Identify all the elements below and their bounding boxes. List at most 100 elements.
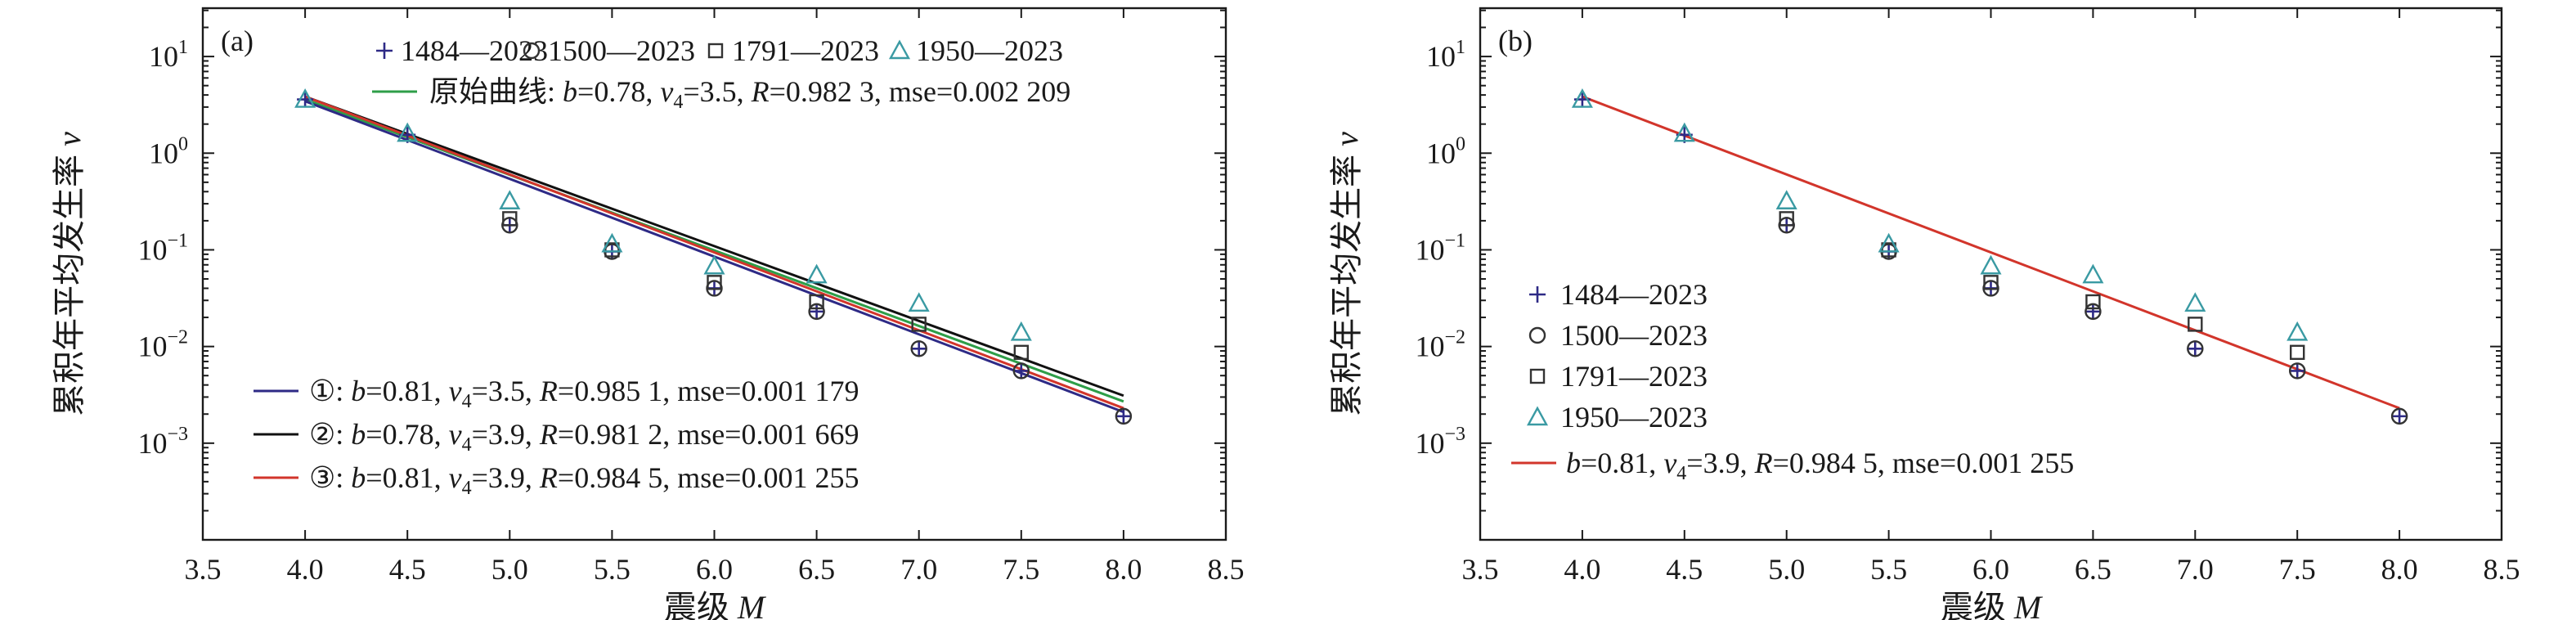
data-point-circle	[2390, 407, 2408, 425]
data-point-circle	[910, 340, 927, 357]
y-axis-title-text: 累积年平均发生率	[1328, 146, 1365, 416]
series-triangle	[294, 88, 1032, 341]
x-axis-title-text: 震级	[1941, 589, 2014, 620]
y-tick-label: 10−3	[1415, 424, 1465, 460]
legend-text-l2-v-sym: v	[449, 418, 462, 451]
legend-text-l1-v-sym: v	[449, 375, 462, 407]
legend-label: 1500—2023	[548, 34, 695, 67]
fit-lines	[1582, 95, 2400, 410]
y-tick-label: 10−1	[1415, 230, 1465, 266]
y-tick-exponent: −2	[1444, 327, 1465, 348]
legend-text-original-v-sym: v	[660, 75, 673, 108]
panel-label: (b)	[1498, 25, 1533, 57]
data-point-triangle	[294, 88, 316, 108]
data-point-triangle	[601, 232, 623, 253]
data-point-triangle	[1673, 122, 1695, 142]
data-point-plus	[2085, 303, 2102, 320]
legend-label: 1484—2023	[401, 34, 548, 67]
x-tick-label: 6.0	[696, 553, 733, 586]
data-point-square	[1881, 242, 1896, 258]
data-point-circle	[2288, 362, 2306, 380]
y-tick-label: 10−1	[137, 230, 188, 266]
y-axis-title: 累积年平均发生率 ν	[51, 132, 88, 416]
panel-label: (a)	[221, 25, 254, 57]
y-tick-exponent: −3	[167, 424, 188, 445]
legend-text-fit-v-sym: v	[1663, 447, 1676, 479]
x-tick-label: 4.0	[287, 553, 324, 586]
x-tick-label: 7.5	[1003, 553, 1039, 586]
legend-text-l3: ③: b=0.81, v4=3.9, R=0.984 5, mse=0.001 …	[309, 461, 859, 499]
data-point-triangle	[2082, 263, 2104, 284]
data-point-square	[604, 242, 620, 258]
legend-text-fit-v-sub: 4	[1676, 463, 1686, 484]
legend-text-l1-v-sub: 4	[462, 391, 472, 412]
y-tick-exponent: −3	[1444, 424, 1465, 445]
legend-text-l1-r-sym: R	[539, 375, 558, 407]
y-tick-label: 10−2	[137, 327, 188, 363]
fit-line-l2	[304, 95, 1124, 398]
y-tick-mantissa: 10	[1415, 233, 1444, 266]
legend-text-original: 原始曲线: b=0.78, v4=3.5, R=0.982 3, mse=0.0…	[429, 75, 1070, 113]
x-tick-label: 8.5	[1208, 553, 1245, 586]
legend-text-fit-r-sym: R	[1754, 447, 1773, 479]
legend-marker-triangle	[1526, 406, 1549, 426]
y-tick-mantissa: 10	[1426, 40, 1456, 73]
data-point-square	[809, 294, 824, 310]
legend-text-l2-v-sub: 4	[462, 434, 472, 456]
legend-marker-plus	[1529, 286, 1546, 303]
data-point-square	[707, 275, 722, 290]
x-tick-label: 5.0	[491, 553, 528, 586]
data-point-triangle	[1571, 88, 1593, 108]
data-point-plus	[1115, 407, 1132, 425]
data-point-square	[2085, 294, 2101, 310]
legend-text-original-r-val: =0.982 3, mse=0.002 209	[770, 75, 1071, 108]
legend-text-l2-prefix: ②:	[309, 418, 351, 451]
legend-text-l2: ②: b=0.78, v4=3.9, R=0.981 2, mse=0.001 …	[309, 418, 859, 456]
legend-text-l2-r-val: =0.981 2, mse=0.001 669	[558, 418, 859, 451]
legend-text-l2-b-val: =0.78,	[366, 418, 448, 451]
legend-text-original-v-val: =3.5,	[683, 75, 751, 108]
data-point-triangle	[499, 190, 521, 209]
y-tick-exponent: 1	[1456, 37, 1465, 58]
y-tick-mantissa: 10	[1415, 330, 1444, 363]
y-tick-exponent: −1	[1444, 230, 1465, 251]
y-tick-label: 10−3	[137, 424, 188, 460]
legend-marker-triangle	[888, 39, 911, 60]
legend-label: 1791—2023	[732, 34, 879, 67]
data-point-triangle	[1980, 254, 2002, 275]
y-axis-title-symbol: ν	[51, 132, 88, 146]
x-axis-ticks: 3.5 4.0 4.5 5.0 5.5 6.0 6.5 7.0 7.5 8.0 8.5	[185, 8, 1245, 586]
series-square	[1779, 211, 2305, 360]
legend-text-fit-b-val: =0.81,	[1581, 447, 1663, 479]
legend-text-l3-r-val: =0.984 5, mse=0.001 255	[558, 461, 859, 494]
data-point-circle	[808, 303, 825, 321]
fit-line-l3	[1582, 95, 2400, 410]
legend-text-l3-v-sym: v	[449, 461, 462, 494]
legend-text-fit: b=0.81, v4=3.9, R=0.984 5, mse=0.001 255	[1566, 447, 2074, 484]
y-axis-title-symbol: ν	[1328, 132, 1365, 146]
legend-marker-circle	[523, 42, 541, 60]
data-point-square	[1983, 275, 1999, 290]
x-tick-label: 7.0	[2177, 553, 2214, 586]
data-point-triangle	[2184, 292, 2206, 312]
data-point-triangle	[806, 263, 828, 284]
data-point-triangle	[908, 292, 930, 312]
series-square	[502, 211, 1030, 360]
x-tick-label: 8.0	[2381, 553, 2418, 586]
legend-text-l1-r-val: =0.985 1, mse=0.001 179	[558, 375, 859, 407]
y-axis-title: 累积年平均发生率 ν	[1328, 132, 1365, 416]
data-point-triangle	[2287, 321, 2309, 341]
y-tick-mantissa: 10	[137, 427, 167, 460]
legend-text-l3-prefix: ③:	[309, 461, 351, 494]
legend-marker-square	[1529, 368, 1546, 384]
data-point-plus	[2187, 340, 2204, 357]
x-axis-title-symbol: M	[2013, 589, 2044, 620]
legend-text-l1-prefix: ①:	[309, 375, 351, 407]
legend-text-l3-v-sub: 4	[462, 478, 472, 499]
y-tick-exponent: 0	[1456, 133, 1465, 155]
data-point-triangle	[1010, 321, 1032, 341]
x-tick-label: 8.0	[1105, 553, 1142, 586]
x-tick-label: 5.5	[1870, 553, 1907, 586]
y-tick-mantissa: 10	[149, 40, 178, 73]
